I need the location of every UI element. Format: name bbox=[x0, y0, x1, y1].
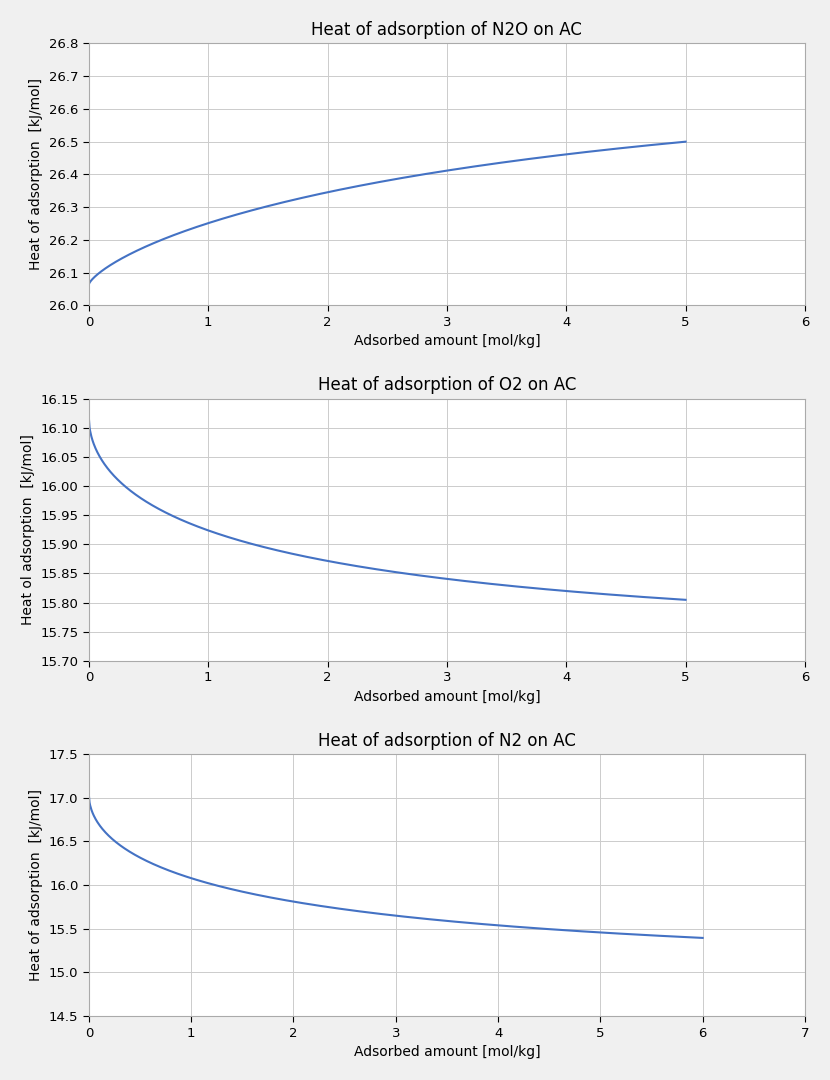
X-axis label: Adsorbed amount [mol/kg]: Adsorbed amount [mol/kg] bbox=[354, 690, 540, 704]
Title: Heat of adsorption of N2 on AC: Heat of adsorption of N2 on AC bbox=[318, 731, 576, 750]
Y-axis label: Heat ol adsorption  [kJ/mol]: Heat ol adsorption [kJ/mol] bbox=[21, 434, 35, 625]
Y-axis label: Heat of adsorption  [kJ/mol]: Heat of adsorption [kJ/mol] bbox=[29, 789, 43, 981]
Y-axis label: Heat of adsorption  [kJ/mol]: Heat of adsorption [kJ/mol] bbox=[29, 79, 43, 270]
Title: Heat of adsorption of N2O on AC: Heat of adsorption of N2O on AC bbox=[311, 21, 583, 39]
X-axis label: Adsorbed amount [mol/kg]: Adsorbed amount [mol/kg] bbox=[354, 1045, 540, 1059]
X-axis label: Adsorbed amount [mol/kg]: Adsorbed amount [mol/kg] bbox=[354, 335, 540, 349]
Title: Heat of adsorption of O2 on AC: Heat of adsorption of O2 on AC bbox=[318, 376, 576, 394]
